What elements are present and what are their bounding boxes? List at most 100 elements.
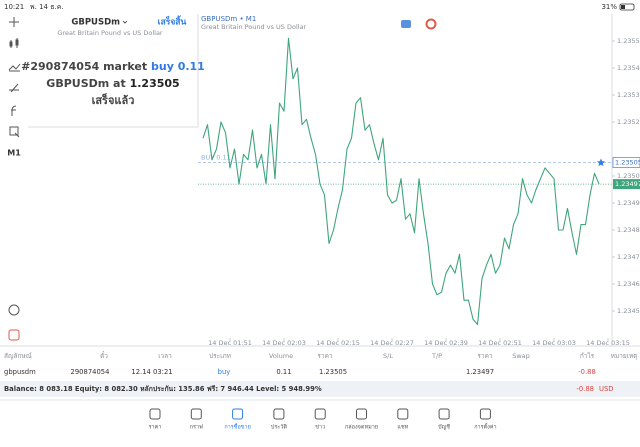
- y-tick-label: 1.23480: [617, 226, 640, 234]
- message-status: เสร็จแล้ว: [92, 93, 135, 107]
- x-tick-label: 14 Dec 03:03: [532, 339, 576, 347]
- column-header: Volume: [269, 352, 293, 360]
- nav-item[interactable]: กล่องจดหมาย: [345, 408, 378, 431]
- status-battery: 31%: [601, 3, 617, 11]
- y-tick-label: 1.23530: [617, 91, 640, 99]
- column-header: กำไร: [580, 352, 595, 360]
- nav-label: แชท: [397, 424, 408, 431]
- function-tool[interactable]: [11, 105, 17, 116]
- chart-title: GBPUSDm • M1: [201, 15, 256, 23]
- nav-icon: [397, 408, 409, 420]
- column-header: เวลา: [158, 352, 172, 360]
- y-tick-label: 1.23520: [617, 118, 640, 126]
- nav-item[interactable]: การตั้งค่า: [474, 408, 497, 431]
- message-ticket: #290874054 market: [21, 60, 147, 73]
- nav-label: กราฟ: [190, 424, 203, 431]
- nav-label: ราคา: [149, 425, 162, 431]
- y-tick-label: 1.23490: [617, 199, 640, 207]
- column-header: ราคา: [477, 352, 492, 360]
- column-header: ตั๋ว: [100, 351, 108, 360]
- panel-description: Great Britain Pound vs US Dollar: [57, 29, 163, 37]
- nav-item[interactable]: ข่าว: [314, 408, 326, 431]
- x-tick-label: 14 Dec 02:15: [316, 339, 360, 347]
- x-tick-label: 14 Dec 03:15: [586, 339, 630, 347]
- objects-tool[interactable]: [8, 63, 21, 72]
- nav-label: บัญชี: [438, 424, 450, 431]
- crosshair-tool[interactable]: [9, 17, 19, 27]
- symbol-caret: [122, 20, 128, 24]
- nav-icon: [149, 408, 161, 420]
- battery-level: [621, 5, 625, 9]
- message-line: #290874054 market buy 0.11: [21, 60, 205, 73]
- nav-icon: [356, 408, 367, 420]
- position-cell: 0.11: [276, 368, 291, 376]
- position-cell: 290874054: [71, 368, 110, 376]
- column-header: S/L: [383, 352, 393, 360]
- order-panel: [28, 14, 198, 127]
- column-header: T/P: [431, 352, 442, 360]
- search-tool[interactable]: [8, 304, 20, 316]
- message-price: 1.23505: [130, 77, 180, 90]
- y-tick-label: 1.23460: [617, 280, 640, 288]
- position-cell: -0.88: [578, 368, 596, 376]
- panel-symbol[interactable]: GBPUSDm: [71, 18, 120, 28]
- nav-item[interactable]: กราฟ: [190, 408, 203, 431]
- y-tick-label: 1.23470: [617, 253, 640, 261]
- bid-price: 1.23497: [615, 180, 640, 188]
- position-cell: buy: [218, 368, 231, 376]
- nav-label: ข่าว: [315, 425, 325, 431]
- buy-marker: [597, 158, 605, 167]
- nav-icon: [232, 408, 244, 420]
- column-header: หมายเหตุ: [611, 352, 638, 360]
- battery-icon: [619, 3, 635, 11]
- nav-item[interactable]: การซื้อขาย: [224, 408, 251, 431]
- nav-label: การตั้งค่า: [474, 423, 496, 431]
- position-cell: 1.23505: [319, 368, 347, 376]
- buy-price: 1.23505: [615, 159, 640, 167]
- done-button[interactable]: เสร็จสิ้น: [158, 15, 187, 28]
- color-tool[interactable]: [8, 329, 20, 341]
- nav-label: ประวัติ: [271, 424, 287, 431]
- y-tick-label: 1.23450: [617, 307, 640, 315]
- timeframe[interactable]: M1: [7, 149, 21, 158]
- nav-item[interactable]: ประวัติ: [271, 408, 287, 431]
- message-action: buy 0.11: [151, 60, 205, 73]
- draw-tool[interactable]: [9, 83, 19, 93]
- x-tick-label: 14 Dec 02:27: [370, 339, 414, 347]
- y-tick-label: 1.23540: [617, 64, 640, 72]
- column-header: Swap: [512, 352, 530, 360]
- account-strip: [0, 381, 640, 397]
- chart-subtitle: Great Britain Pound vs US Dollar: [201, 23, 307, 31]
- nav-item[interactable]: บัญชี: [438, 408, 450, 431]
- price-line: [202, 37, 600, 326]
- shapes-tool[interactable]: [9, 126, 20, 138]
- nav-icon: [314, 408, 326, 420]
- buy-price-box: [612, 157, 640, 168]
- nav-icon: [190, 408, 202, 420]
- buy-line-label: BUY 0.11: [201, 154, 231, 162]
- x-tick-label: 14 Dec 02:51: [478, 339, 522, 347]
- toolbar: [8, 17, 21, 341]
- nav-icon: [479, 408, 491, 420]
- nav-icon: [273, 408, 285, 420]
- x-tick-label: 14 Dec 01:51: [208, 339, 252, 347]
- status-date: พ. 14 ธ.ค.: [30, 3, 64, 11]
- trade-icon[interactable]: [425, 18, 437, 30]
- status-time: 10:21: [4, 3, 24, 11]
- x-tick-label: 14 Dec 02:03: [262, 339, 306, 347]
- column-header: สัญลักษณ์: [4, 352, 32, 360]
- x-tick-label: 14 Dec 02:39: [424, 339, 468, 347]
- nav-item[interactable]: ราคา: [149, 408, 162, 431]
- indicator-tool[interactable]: [9, 38, 19, 48]
- one-click-icon[interactable]: [401, 20, 411, 28]
- y-tick-label: 1.23500: [617, 172, 640, 180]
- nav-icon: [438, 408, 450, 420]
- column-header: ประเภท: [209, 352, 231, 360]
- nav-item[interactable]: แชท: [397, 408, 409, 431]
- position-cell: gbpusdm: [4, 368, 36, 376]
- message-symbol: GBPUSDm at: [46, 77, 125, 90]
- account-summary: Balance: 8 083.18 Equity: 8 082.30 หลักป…: [4, 385, 322, 393]
- position-cell: 12.14 03:21: [131, 368, 172, 376]
